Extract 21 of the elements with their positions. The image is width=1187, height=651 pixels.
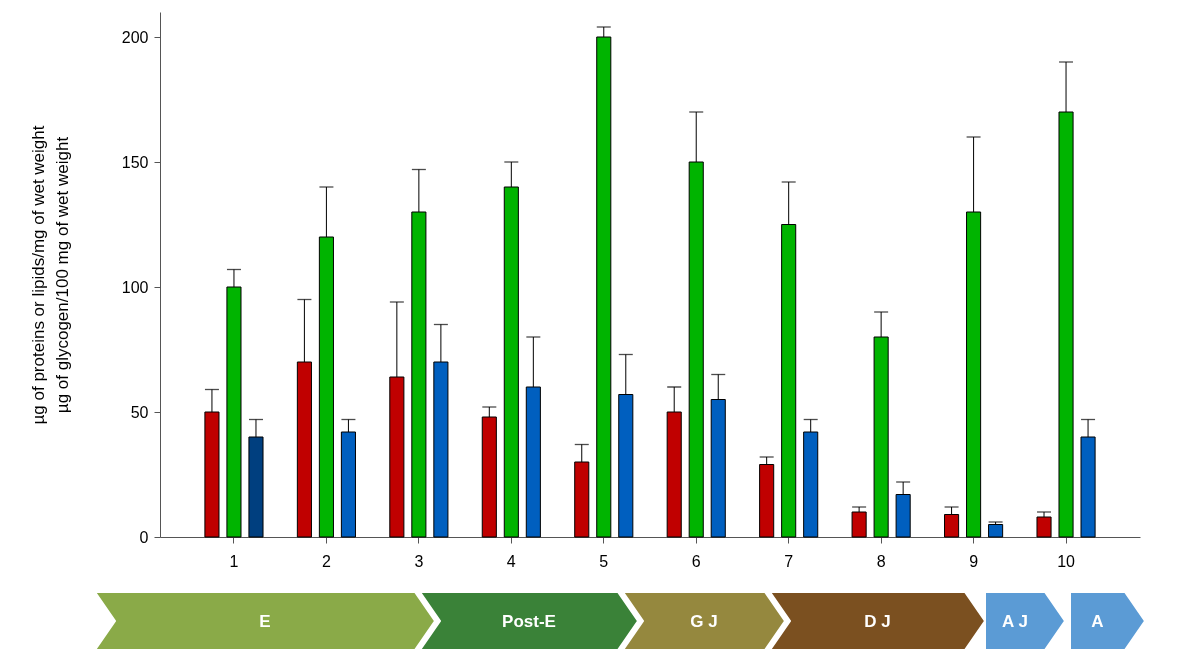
x-tick-label: 3	[414, 552, 424, 570]
bar	[988, 524, 1004, 538]
x-tick-label: 4	[506, 552, 516, 570]
x-tick-label: 5	[599, 552, 609, 570]
x-tick-label: 6	[691, 552, 701, 570]
y-tick-label: 0	[139, 528, 149, 546]
y-axis-title: µg of proteins or lipids/mg of wet weight µg of glycogen/100 mg of wet weight	[28, 125, 72, 425]
chevron-arrow: A	[1069, 591, 1147, 651]
x-tick-label: 10	[1057, 552, 1076, 570]
x-tick-label: 8	[876, 552, 886, 570]
y-tick-label: 100	[121, 278, 149, 296]
y-tick-label: 150	[121, 153, 149, 171]
x-tick-label: 7	[784, 552, 794, 570]
chevron-arrow: A J	[984, 591, 1067, 651]
bar	[1036, 516, 1052, 538]
x-tick-label: 1	[229, 552, 239, 570]
y-tick-label: 200	[121, 28, 149, 46]
x-tick-label: 2	[321, 552, 331, 570]
bar	[851, 511, 867, 538]
y-tick-label: 50	[130, 403, 149, 421]
x-tick-label: 9	[969, 552, 979, 570]
